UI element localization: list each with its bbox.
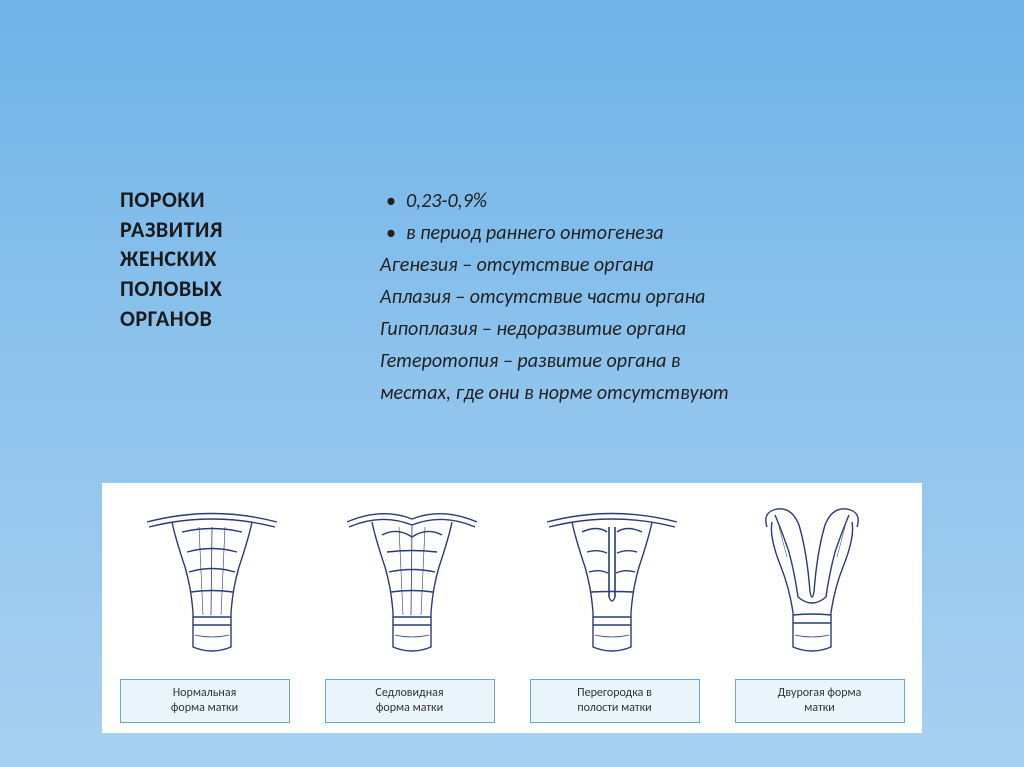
uterus-saddle-icon <box>337 497 487 667</box>
caption-saddle: Седловидная форма матки <box>325 679 495 723</box>
title-line: ПОРОКИ <box>120 185 320 215</box>
top-content: ПОРОКИ РАЗВИТИЯ ЖЕНСКИХ ПОЛОВЫХ ОРГАНОВ … <box>0 0 1024 409</box>
caption-text: форма матки <box>330 701 490 716</box>
uterus-normal-icon <box>137 497 287 667</box>
title-line: ПОЛОВЫХ <box>120 274 320 304</box>
caption-text: Нормальная <box>125 686 285 701</box>
diagram-normal <box>112 497 312 667</box>
uterus-septate-icon <box>537 497 687 667</box>
caption-row: Нормальная форма матки Седловидная форма… <box>102 675 922 733</box>
title-line: ОРГАНОВ <box>120 304 320 334</box>
caption-text: полости матки <box>535 701 695 716</box>
bullet-item: 0,23-0,9% <box>380 185 729 217</box>
bullet-item: в период раннего онтогенеза <box>380 217 729 249</box>
bullet-item: Гетеротопия – развитие органа в <box>380 345 729 377</box>
bullet-item: Агенезия – отсутствие органа <box>380 249 729 281</box>
caption-text: форма матки <box>125 701 285 716</box>
bullet-list: 0,23-0,9% в период раннего онтогенеза Аг… <box>380 185 729 409</box>
bullet-item: местах, где они в норме отсутствуют <box>380 377 729 409</box>
title-line: РАЗВИТИЯ <box>120 215 320 245</box>
bullet-item: Гипоплазия – недоразвитие органа <box>380 313 729 345</box>
caption-normal: Нормальная форма матки <box>120 679 290 723</box>
caption-bicornuate: Двурогая форма матки <box>735 679 905 723</box>
caption-text: Седловидная <box>330 686 490 701</box>
bullet-item: Аплазия – отсутствие части органа <box>380 281 729 313</box>
diagram-saddle <box>312 497 512 667</box>
slide-title: ПОРОКИ РАЗВИТИЯ ЖЕНСКИХ ПОЛОВЫХ ОРГАНОВ <box>120 185 320 409</box>
uterus-diagram-panel: Нормальная форма матки Седловидная форма… <box>102 483 922 733</box>
title-line: ЖЕНСКИХ <box>120 244 320 274</box>
caption-text: матки <box>740 701 900 716</box>
diagram-row <box>102 483 922 675</box>
caption-septate: Перегородка в полости матки <box>530 679 700 723</box>
caption-text: Перегородка в <box>535 686 695 701</box>
uterus-bicornuate-icon <box>737 497 887 667</box>
diagram-bicornuate <box>712 497 912 667</box>
diagram-septate <box>512 497 712 667</box>
caption-text: Двурогая форма <box>740 686 900 701</box>
